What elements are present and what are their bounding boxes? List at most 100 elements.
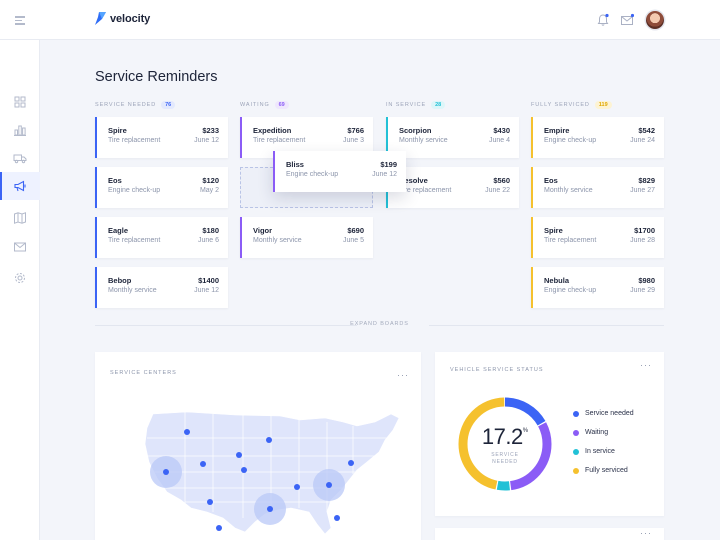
price: $180 — [202, 226, 219, 235]
sidebar-item-dashboard[interactable] — [0, 88, 40, 116]
due-date: June 29 — [630, 287, 655, 294]
grid-icon — [14, 96, 26, 108]
vehicle-name: Vigor — [253, 226, 273, 235]
map-marker — [241, 467, 247, 473]
reminder-card[interactable]: Scorpion $430 Monthly service June 4 — [386, 117, 519, 158]
service-type: Tire replacement — [544, 237, 597, 244]
reminder-card[interactable]: Spire $233 Tire replacement June 12 — [95, 117, 228, 158]
expand-boards-label: EXPAND BOARDS — [350, 321, 409, 327]
sidebar-item-analytics[interactable] — [0, 116, 40, 144]
map-marker — [184, 429, 190, 435]
reminder-card[interactable]: Eagle $180 Tire replacement June 6 — [95, 217, 228, 258]
due-date: June 27 — [630, 187, 655, 194]
legend-label: Fully serviced — [585, 467, 628, 474]
map-marker — [200, 461, 206, 467]
donut-caption: SERVICE NEEDED — [455, 452, 555, 466]
service-type: Monthly service — [253, 237, 302, 244]
expand-boards[interactable]: EXPAND BOARDS — [95, 321, 664, 330]
reminder-card[interactable]: Nebula $980 Engine check-up June 29 — [531, 267, 664, 308]
app-name: velocity — [110, 12, 151, 25]
due-date: June 12 — [194, 137, 219, 144]
due-date: June 28 — [630, 237, 655, 244]
vehicle-name: Expedition — [253, 126, 292, 135]
count-badge: 69 — [274, 100, 289, 109]
reminder-card[interactable]: Bebop $1400 Monthly service June 12 — [95, 267, 228, 308]
price: $430 — [493, 126, 510, 135]
due-date: June 12 — [372, 171, 397, 178]
donut-caption-line: SERVICE — [491, 452, 519, 458]
service-type: Tire replacement — [399, 187, 452, 194]
sidebar-item-map[interactable] — [0, 204, 40, 232]
count-badge: 28 — [431, 100, 446, 109]
donut-segment — [458, 397, 552, 491]
vehicle-name: Spire — [108, 126, 127, 135]
donut-segment — [458, 397, 552, 491]
reminder-card[interactable]: Empire $542 Engine check-up June 24 — [531, 117, 664, 158]
sidebar-item-fleet[interactable] — [0, 144, 40, 172]
column-fully-serviced: FULLY SERVICED 119 Empire $542 Engine che… — [531, 100, 664, 317]
price: $1700 — [634, 226, 655, 235]
price: $542 — [638, 126, 655, 135]
service-type: Engine check-up — [544, 287, 597, 294]
due-date: May 2 — [199, 187, 219, 194]
due-date: June 12 — [194, 287, 219, 294]
map-marker — [294, 484, 300, 490]
truck-icon — [13, 154, 27, 164]
column-in-service: IN SERVICE 28 Scorpion $430 Monthly servi… — [386, 100, 519, 217]
top-bar: velocity — [0, 0, 720, 40]
legend-label: In service — [585, 448, 615, 455]
bell-icon[interactable] — [596, 13, 610, 27]
service-type: Monthly service — [544, 187, 593, 194]
vehicle-status-panel: VEHICLE SERVICE STATUS ··· 17.2% SERVICE… — [435, 352, 664, 516]
reminder-card[interactable]: Eos $829 Monthly service June 27 — [531, 167, 664, 208]
reminder-card[interactable]: Eos $120 Engine check-up May 2 — [95, 167, 228, 208]
service-type: Monthly service — [108, 287, 157, 294]
donut-value: 17.2 — [481, 424, 523, 449]
map-marker — [236, 452, 242, 458]
price: $829 — [638, 176, 655, 185]
service-center-markers — [163, 429, 354, 531]
price: $233 — [202, 126, 219, 135]
service-centers-panel: SERVICE CENTERS ··· — [95, 352, 421, 540]
more-options-button[interactable]: ··· — [640, 360, 652, 370]
sidebar-item-reminders[interactable] — [0, 172, 40, 200]
map-marker — [216, 525, 222, 531]
due-date: June 4 — [488, 137, 510, 144]
map-marker — [266, 437, 272, 443]
reminder-card[interactable]: Vigor $690 Monthly service June 5 — [240, 217, 373, 258]
page-title: Service Reminders — [95, 69, 218, 85]
vehicle-name: Scorpion — [399, 126, 432, 135]
avatar[interactable] — [646, 11, 664, 29]
map-marker — [207, 499, 213, 505]
price: $980 — [638, 276, 655, 285]
map-marker — [267, 506, 273, 512]
count-badge: 76 — [161, 100, 176, 109]
price: $199 — [380, 160, 397, 169]
sidebar-item-settings[interactable] — [0, 264, 40, 292]
column-label: FULLY SERVICED — [531, 101, 590, 108]
mail-icon[interactable] — [620, 13, 634, 27]
legend-label: Service needed — [585, 410, 634, 417]
column-label: IN SERVICE — [386, 101, 427, 108]
more-options-button[interactable]: ··· — [397, 370, 409, 380]
sidebar-item-messages[interactable] — [0, 233, 40, 261]
donut-caption-line: NEEDED — [492, 459, 518, 465]
status-donut-chart — [458, 397, 552, 491]
column-label: SERVICE NEEDED — [95, 101, 157, 108]
due-date: June 5 — [342, 237, 364, 244]
donut-center: 17.2% — [455, 424, 555, 450]
mail-icon — [14, 242, 26, 252]
menu-icon[interactable] — [15, 16, 25, 25]
panel-title: SERVICE CENTERS — [110, 370, 177, 376]
logo[interactable]: velocity — [95, 12, 150, 25]
due-date: June 3 — [342, 137, 364, 144]
map-marker — [163, 469, 169, 475]
dragging-reminder-card[interactable]: Bliss $199 Engine check-up June 12 — [273, 151, 406, 192]
column-service-needed: SERVICE NEEDED 76 Spire $233 Tire replace… — [95, 100, 228, 317]
legend-item: Service needed — [573, 410, 634, 417]
price: $690 — [347, 226, 364, 235]
donut-unit: % — [522, 428, 529, 434]
more-options-button[interactable]: ··· — [640, 528, 652, 538]
service-type: Engine check-up — [286, 171, 339, 178]
reminder-card[interactable]: Spire $1700 Tire replacement June 28 — [531, 217, 664, 258]
